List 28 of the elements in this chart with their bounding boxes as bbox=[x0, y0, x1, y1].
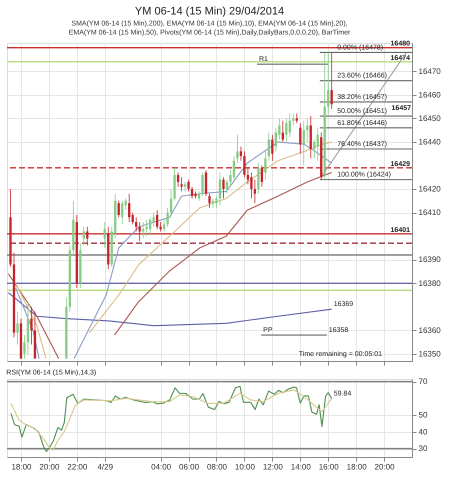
x-tick-label: 12:00 bbox=[262, 462, 284, 472]
y-tick-label: 16420 bbox=[418, 184, 442, 194]
y-tick-label: 70 bbox=[418, 377, 428, 386]
chart-title: YM 06-14 (15 Min) 29/04/2014 bbox=[134, 6, 284, 18]
x-tick-label: 04:00 bbox=[151, 462, 172, 472]
y-tick-label: 16440 bbox=[418, 137, 442, 146]
y-tick-label: 16410 bbox=[418, 208, 442, 218]
y-tick-label: 50 bbox=[418, 410, 428, 420]
x-tick-label: 22:00 bbox=[67, 462, 88, 472]
x-tick-label: 08:00 bbox=[206, 462, 228, 472]
x-tick-label: 18:00 bbox=[346, 462, 368, 472]
y-tick-label: 16380 bbox=[418, 278, 442, 288]
y-tick-label: 40 bbox=[418, 427, 428, 436]
y-tick-label: 16450 bbox=[418, 114, 442, 123]
x-tick-label: 20:00 bbox=[374, 462, 396, 472]
y-tick-label: 16460 bbox=[418, 90, 442, 100]
x-tick-label: 16:00 bbox=[318, 462, 340, 472]
x-tick-label: 10:00 bbox=[234, 462, 256, 472]
x-tick-label: 4/29 bbox=[97, 462, 114, 472]
x-tick-label: 14:00 bbox=[290, 462, 312, 472]
y-tick-label: 16360 bbox=[418, 326, 442, 335]
x-tick-label: 06:00 bbox=[179, 462, 200, 472]
y-tick-label: 16350 bbox=[418, 349, 442, 358]
x-tick-label: 18:00 bbox=[11, 462, 32, 472]
y-tick-label: 16470 bbox=[418, 66, 442, 76]
y-tick-label: 16390 bbox=[418, 255, 442, 264]
y-tick-label: 30 bbox=[418, 444, 428, 454]
x-tick-label: 20:00 bbox=[39, 462, 60, 472]
